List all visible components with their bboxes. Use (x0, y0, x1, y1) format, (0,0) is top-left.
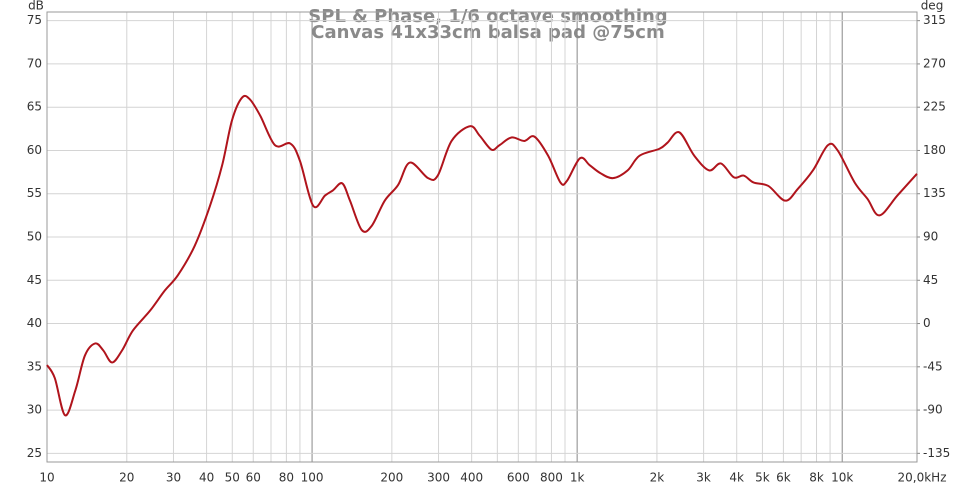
y2-tick-label: 270 (923, 56, 946, 70)
x-tick-label: 2k (650, 471, 665, 485)
y2-axis-label: deg (921, 0, 944, 13)
x-tick-label: 50 (225, 471, 240, 485)
x-tick-label: 1k (570, 471, 585, 485)
y-tick-label: 30 (27, 403, 42, 417)
y-tick-label: 40 (27, 316, 42, 330)
y-tick-label: 60 (27, 143, 42, 157)
y-tick-label: 65 (27, 100, 42, 114)
x-tick-label: 4k (729, 471, 744, 485)
x-tick-label: 40 (199, 471, 214, 485)
x-tick-label: 100 (301, 471, 324, 485)
y-tick-label: 75 (27, 13, 42, 27)
y2-tick-label: 180 (923, 143, 946, 157)
y-tick-label: 35 (27, 359, 42, 373)
x-tick-label: 20 (119, 471, 134, 485)
y2-tick-label: -135 (923, 446, 950, 460)
y-tick-label: 55 (27, 186, 42, 200)
chart-subtitle: Canvas 41x33cm balsa pad @75cm (311, 22, 664, 43)
x-tick-label: 3k (696, 471, 711, 485)
x-tick-label: 800 (540, 471, 563, 485)
x-tick-label: 400 (460, 471, 483, 485)
x-tick-label: 80 (279, 471, 294, 485)
x-tick-label: 300 (427, 471, 450, 485)
y2-tick-label: 90 (923, 230, 938, 244)
x-tick-label: 20,0kHz (898, 471, 947, 485)
y-tick-label: 45 (27, 273, 42, 287)
x-tick-label: 200 (380, 471, 403, 485)
y-tick-label: 25 (27, 446, 42, 460)
x-tick-label: 600 (507, 471, 530, 485)
x-tick-label: 8k (809, 471, 824, 485)
y-tick-label: 70 (27, 56, 42, 70)
x-tick-label: 10 (39, 471, 54, 485)
x-tick-label: 30 (166, 471, 181, 485)
y2-tick-label: 0 (923, 316, 931, 330)
y2-tick-label: 135 (923, 186, 946, 200)
y-axis-label: dB (28, 0, 44, 13)
spl-line (46, 94, 918, 417)
x-tick-label: 60 (246, 471, 261, 485)
y-tick-label: 50 (27, 230, 42, 244)
x-tick-label: 10k (831, 471, 853, 485)
y2-tick-label: 315 (923, 13, 946, 27)
x-tick-label: 5k (755, 471, 770, 485)
chart-title: SPL & Phase, 1/6 octave smoothing (308, 6, 667, 27)
y2-tick-label: 45 (923, 273, 938, 287)
y2-tick-label: -90 (923, 403, 943, 417)
plot-frame (46, 11, 918, 463)
y2-tick-label: 225 (923, 100, 946, 114)
x-tick-label: 6k (776, 471, 791, 485)
y2-tick-label: -45 (923, 359, 943, 373)
